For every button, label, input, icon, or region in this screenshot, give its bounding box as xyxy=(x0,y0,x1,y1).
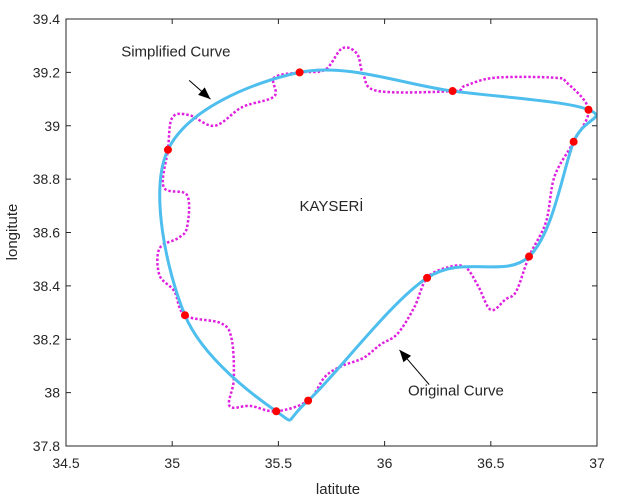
annotations-layer: Simplified Curve Original Curve xyxy=(121,43,504,399)
y-tick-label: 39.4 xyxy=(33,11,60,27)
y-tick-label: 39 xyxy=(44,118,60,134)
x-tick-label: 34.5 xyxy=(52,455,79,471)
x-axis: 34.5 35 35.5 36 36.5 37 xyxy=(52,19,605,471)
y-tick-label: 38.6 xyxy=(33,225,60,241)
markers-layer xyxy=(163,68,593,416)
y-axis: 37.8 38 38.2 38.4 38.6 38.8 39 39.2 39.4 xyxy=(33,11,597,454)
region-label: KAYSERİ xyxy=(300,197,364,215)
y-tick-label: 38.4 xyxy=(33,278,60,294)
annotation-arrow-head xyxy=(399,349,412,363)
control-point-marker xyxy=(423,273,432,282)
control-point-marker xyxy=(295,68,304,77)
curves-layer xyxy=(156,46,598,422)
x-tick-label: 35 xyxy=(164,455,180,471)
x-axis-label: latitute xyxy=(316,481,360,498)
annotation-text: Original Curve xyxy=(408,382,504,399)
y-tick-label: 37.8 xyxy=(33,438,60,454)
y-tick-label: 38.2 xyxy=(33,331,60,347)
x-tick-label: 37 xyxy=(589,455,605,471)
original-curve xyxy=(156,46,590,413)
annotation-arrow-head xyxy=(198,87,211,100)
y-axis-label: longitute xyxy=(4,204,21,261)
x-tick-label: 35.5 xyxy=(265,455,292,471)
plot-background xyxy=(66,19,597,446)
simplified-curve xyxy=(158,68,598,422)
y-tick-label: 38.8 xyxy=(33,171,60,187)
control-point-marker xyxy=(569,137,578,146)
control-point-marker xyxy=(525,252,534,261)
x-tick-label: 36.5 xyxy=(477,455,504,471)
control-point-marker xyxy=(163,145,172,154)
annotation-text: Simplified Curve xyxy=(121,43,230,60)
control-point-marker xyxy=(304,396,313,405)
y-tick-label: 39.2 xyxy=(33,64,60,80)
control-point-marker xyxy=(272,407,281,416)
control-point-marker xyxy=(584,105,593,114)
y-tick-label: 38 xyxy=(44,385,60,401)
x-tick-label: 36 xyxy=(377,455,393,471)
control-point-marker xyxy=(180,311,189,320)
control-point-marker xyxy=(448,87,457,96)
